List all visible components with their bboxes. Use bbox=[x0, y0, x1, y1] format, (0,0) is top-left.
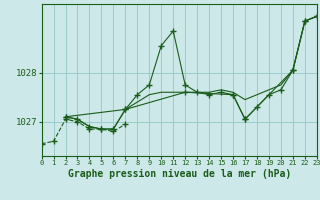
X-axis label: Graphe pression niveau de la mer (hPa): Graphe pression niveau de la mer (hPa) bbox=[68, 169, 291, 179]
